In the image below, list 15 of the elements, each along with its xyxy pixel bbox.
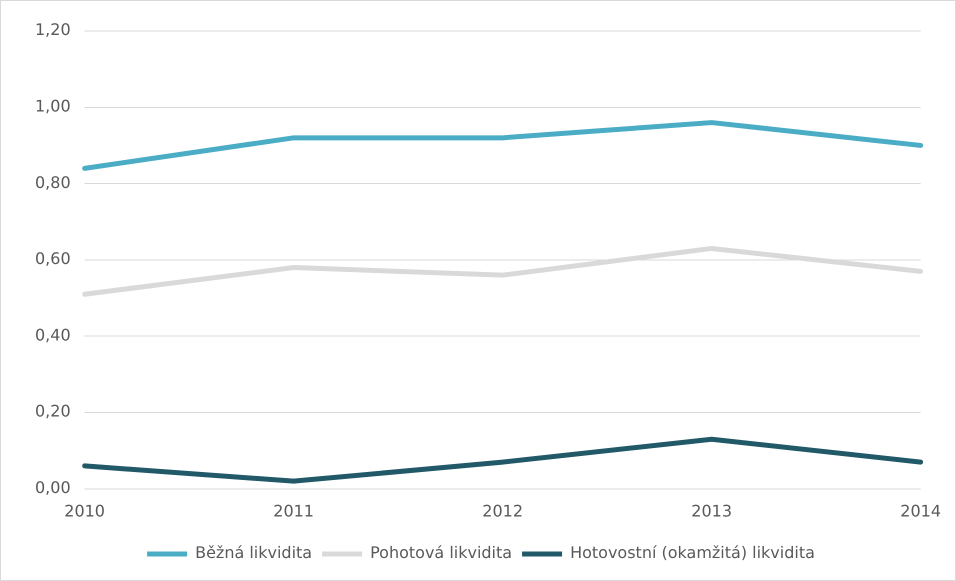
- x-tick-label: 2010: [64, 502, 105, 521]
- y-tick-label: 0,60: [35, 249, 71, 268]
- x-tick-label: 2011: [273, 502, 314, 521]
- legend-label: Běžná likvidita: [195, 543, 312, 562]
- legend-label: Hotovostní (okamžitá) likvidita: [570, 543, 815, 562]
- y-tick-label: 1,20: [35, 20, 71, 40]
- y-tick-label: 0,20: [35, 402, 71, 421]
- y-tick-label: 0,80: [35, 172, 71, 192]
- y-tick-label: 0,40: [35, 325, 71, 344]
- x-tick-label: 2013: [691, 502, 732, 521]
- legend-label: Pohotová likvidita: [370, 543, 512, 562]
- x-tick-label: 2012: [482, 502, 523, 521]
- y-tick-label: 1,00: [35, 96, 71, 116]
- y-tick-label: 0,00: [35, 478, 71, 497]
- x-tick-label: 2014: [900, 502, 941, 521]
